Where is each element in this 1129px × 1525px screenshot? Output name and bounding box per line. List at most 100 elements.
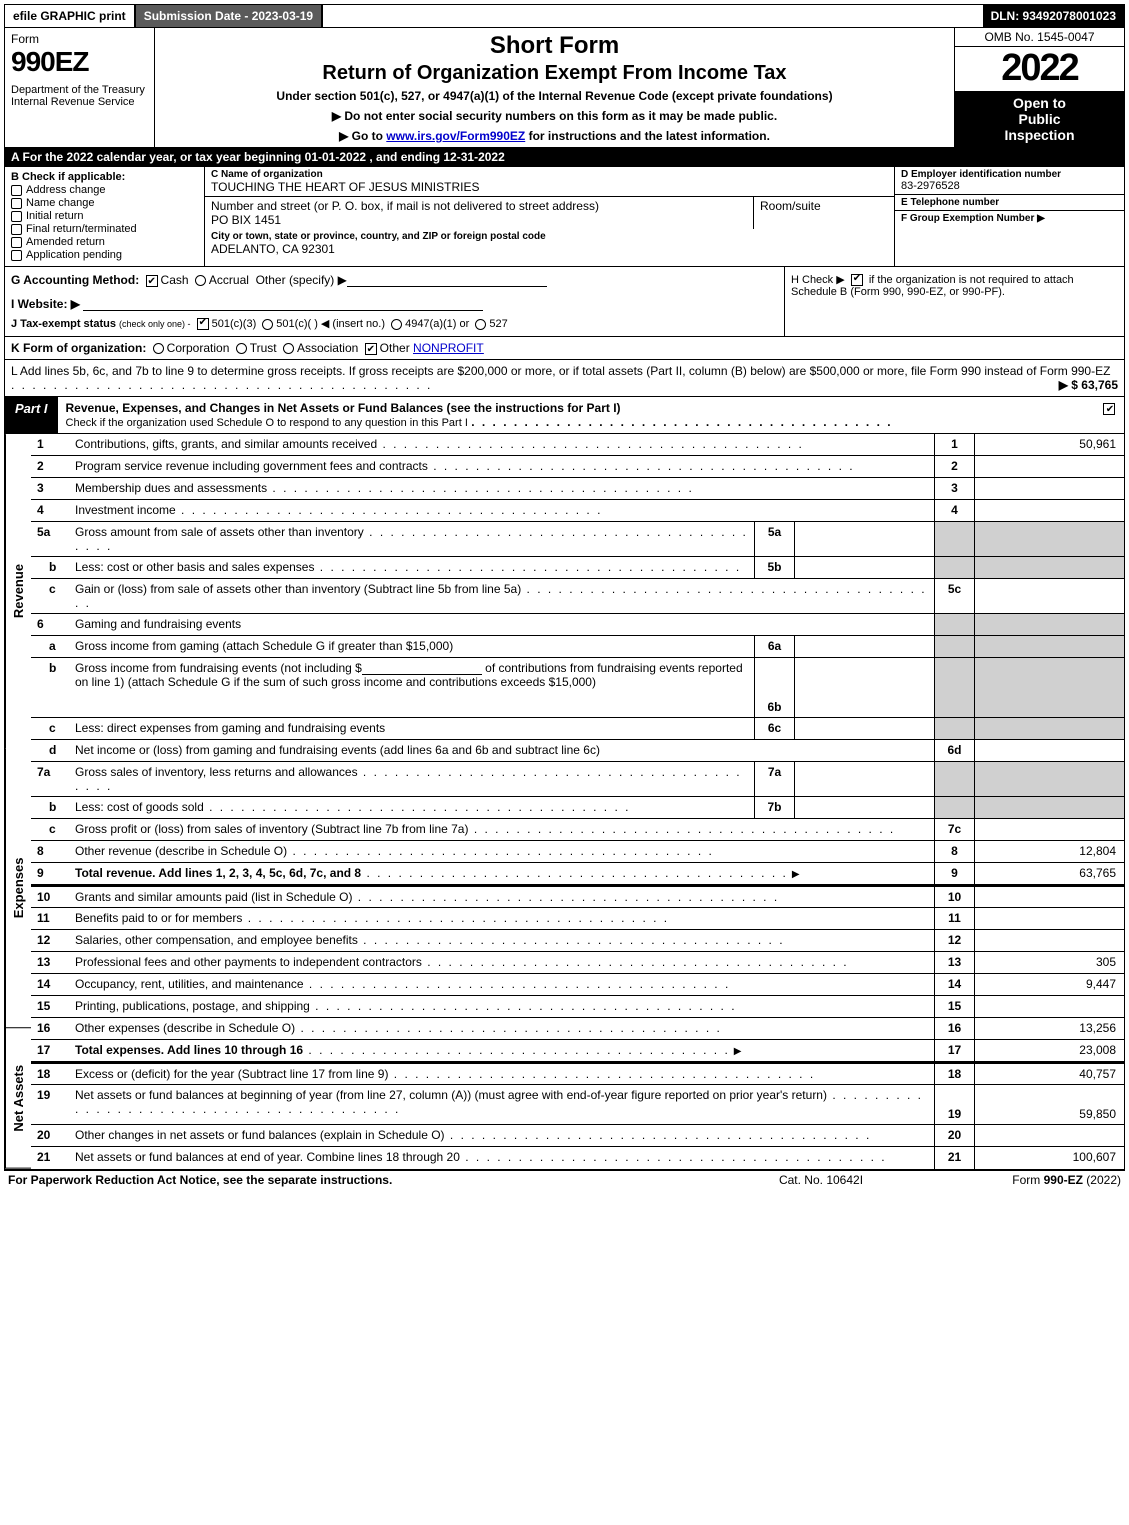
line-16: 16 Other expenses (describe in Schedule … — [31, 1018, 1124, 1040]
form-word: Form — [11, 32, 148, 46]
column-d-e-f: D Employer identification number 83-2976… — [894, 167, 1124, 266]
part-1-table: Revenue Expenses Net Assets 1 Contributi… — [4, 434, 1125, 1170]
line-7c: c Gross profit or (loss) from sales of i… — [31, 819, 1124, 841]
b-title: B Check if applicable: — [11, 171, 198, 183]
line-18: 18 Excess or (deficit) for the year (Sub… — [31, 1062, 1124, 1085]
k-o2: Trust — [250, 341, 277, 355]
topbar-spacer — [323, 5, 982, 27]
k-other-value[interactable]: NONPROFIT — [413, 341, 484, 355]
line-6a: a Gross income from gaming (attach Sched… — [31, 636, 1124, 658]
group-exemption-cell: F Group Exemption Number ▶ — [895, 211, 1124, 226]
goto-instruction: ▶ Go to www.irs.gov/Form990EZ for instru… — [165, 129, 944, 143]
side-revenue: Revenue — [5, 434, 31, 748]
j-o3: 4947(a)(1) or — [405, 318, 469, 330]
g-accounting-method: G Accounting Method: Cash Accrual Other … — [5, 267, 784, 336]
no-ssn-instruction: ▶ Do not enter social security numbers o… — [165, 109, 944, 123]
top-bar: efile GRAPHIC print Submission Date - 20… — [4, 4, 1125, 28]
chk-corporation[interactable] — [153, 343, 164, 354]
open2: Public — [957, 111, 1122, 127]
chk-amended-return[interactable]: Amended return — [11, 236, 198, 248]
chk-527[interactable] — [475, 319, 486, 330]
part-1-check[interactable] — [1094, 397, 1124, 433]
line-13: 13 Professional fees and other payments … — [31, 952, 1124, 974]
6b-amount-input[interactable] — [362, 661, 482, 675]
header-center: Short Form Return of Organization Exempt… — [155, 28, 954, 147]
line-19: 19 Net assets or fund balances at beginn… — [31, 1085, 1124, 1125]
telephone-label: E Telephone number — [901, 197, 1118, 208]
footer-bar: For Paperwork Reduction Act Notice, see … — [4, 1170, 1125, 1189]
line-20: 20 Other changes in net assets or fund b… — [31, 1125, 1124, 1147]
g-accrual: Accrual — [209, 273, 249, 287]
row-a-tax-year: A For the 2022 calendar year, or tax yea… — [4, 148, 1125, 167]
short-form-title: Short Form — [165, 32, 944, 60]
k-o3: Association — [297, 341, 358, 355]
line-11: 11 Benefits paid to or for members 11 — [31, 908, 1124, 930]
city-cell: City or town, state or province, country… — [205, 229, 894, 258]
chk-cash[interactable] — [146, 275, 158, 287]
form-number: 990EZ — [11, 46, 148, 78]
row-g-h: G Accounting Method: Cash Accrual Other … — [4, 267, 1125, 337]
room-label: Room/suite — [760, 199, 888, 213]
column-b-checkboxes: B Check if applicable: Address change Na… — [5, 167, 205, 266]
chk-name-change[interactable]: Name change — [11, 197, 198, 209]
org-name-label: C Name of organization — [211, 169, 888, 180]
h-label: H Check ▶ — [791, 274, 845, 286]
catalog-number: Cat. No. 10642I — [721, 1173, 921, 1187]
j-o1: 501(c)(3) — [212, 318, 257, 330]
g-label: G Accounting Method: — [11, 273, 139, 287]
chk-final-return[interactable]: Final return/terminated — [11, 223, 198, 235]
arrow-icon — [730, 1043, 746, 1057]
line-14: 14 Occupancy, rent, utilities, and maint… — [31, 974, 1124, 996]
line-6: 6 Gaming and fundraising events — [31, 614, 1124, 636]
irs-link[interactable]: www.irs.gov/Form990EZ — [386, 129, 525, 143]
code-subtitle: Under section 501(c), 527, or 4947(a)(1)… — [165, 89, 944, 103]
chk-501c[interactable] — [262, 319, 273, 330]
g-other-input[interactable] — [347, 273, 547, 287]
form-footer: Form 990-EZ (2022) — [921, 1173, 1121, 1187]
j-label: J Tax-exempt status — [11, 318, 116, 330]
chk-accrual[interactable] — [195, 275, 206, 286]
ein-value: 83-2976528 — [901, 180, 1118, 192]
open3: Inspection — [957, 127, 1122, 143]
g-other: Other (specify) ▶ — [256, 273, 347, 287]
line-8: 8 Other revenue (describe in Schedule O)… — [31, 841, 1124, 863]
open-to-public-box: Open to Public Inspection — [955, 91, 1124, 147]
part-1-title: Revenue, Expenses, and Changes in Net As… — [58, 397, 1094, 433]
l-value: ▶ $ 63,765 — [1059, 378, 1118, 392]
k-label: K Form of organization: — [11, 341, 146, 355]
efile-print-label[interactable]: efile GRAPHIC print — [5, 5, 136, 27]
dept-treasury: Department of the Treasury — [11, 84, 148, 96]
chk-501c3[interactable] — [197, 318, 209, 330]
chk-address-change[interactable]: Address change — [11, 184, 198, 196]
j-o2: 501(c)( ) ◀ (insert no.) — [276, 318, 385, 330]
paperwork-notice: For Paperwork Reduction Act Notice, see … — [8, 1173, 721, 1187]
line-5c: c Gain or (loss) from sale of assets oth… — [31, 579, 1124, 614]
omb-number: OMB No. 1545-0047 — [955, 28, 1124, 47]
line-7a: 7a Gross sales of inventory, less return… — [31, 762, 1124, 797]
line-12: 12 Salaries, other compensation, and emp… — [31, 930, 1124, 952]
form-header: Form 990EZ Department of the Treasury In… — [4, 28, 1125, 148]
chk-association[interactable] — [283, 343, 294, 354]
chk-other-org[interactable] — [365, 343, 377, 355]
chk-initial-return[interactable]: Initial return — [11, 210, 198, 222]
table-body: 1 Contributions, gifts, grants, and simi… — [31, 434, 1124, 1169]
city-label: City or town, state or province, country… — [211, 231, 888, 242]
chk-application-pending[interactable]: Application pending — [11, 249, 198, 261]
telephone-cell: E Telephone number — [895, 195, 1124, 211]
irs-label: Internal Revenue Service — [11, 96, 148, 108]
line-5b: b Less: cost or other basis and sales ex… — [31, 557, 1124, 579]
org-name-value: TOUCHING THE HEART OF JESUS MINISTRIES — [211, 180, 888, 194]
line-17: 17 Total expenses. Add lines 10 through … — [31, 1040, 1124, 1062]
chk-4947[interactable] — [391, 319, 402, 330]
line-6d: d Net income or (loss) from gaming and f… — [31, 740, 1124, 762]
l-text: L Add lines 5b, 6c, and 7b to line 9 to … — [11, 364, 1110, 378]
arrow-icon — [788, 866, 804, 880]
h-schedule-b: H Check ▶ if the organization is not req… — [784, 267, 1124, 336]
chk-trust[interactable] — [236, 343, 247, 354]
street-label: Number and street (or P. O. box, if mail… — [211, 199, 747, 213]
line-3: 3 Membership dues and assessments 3 — [31, 478, 1124, 500]
section-b-through-f: B Check if applicable: Address change Na… — [4, 167, 1125, 267]
website-input[interactable] — [83, 297, 483, 311]
chk-h[interactable] — [851, 274, 863, 286]
dln-label: DLN: 93492078001023 — [983, 5, 1124, 27]
